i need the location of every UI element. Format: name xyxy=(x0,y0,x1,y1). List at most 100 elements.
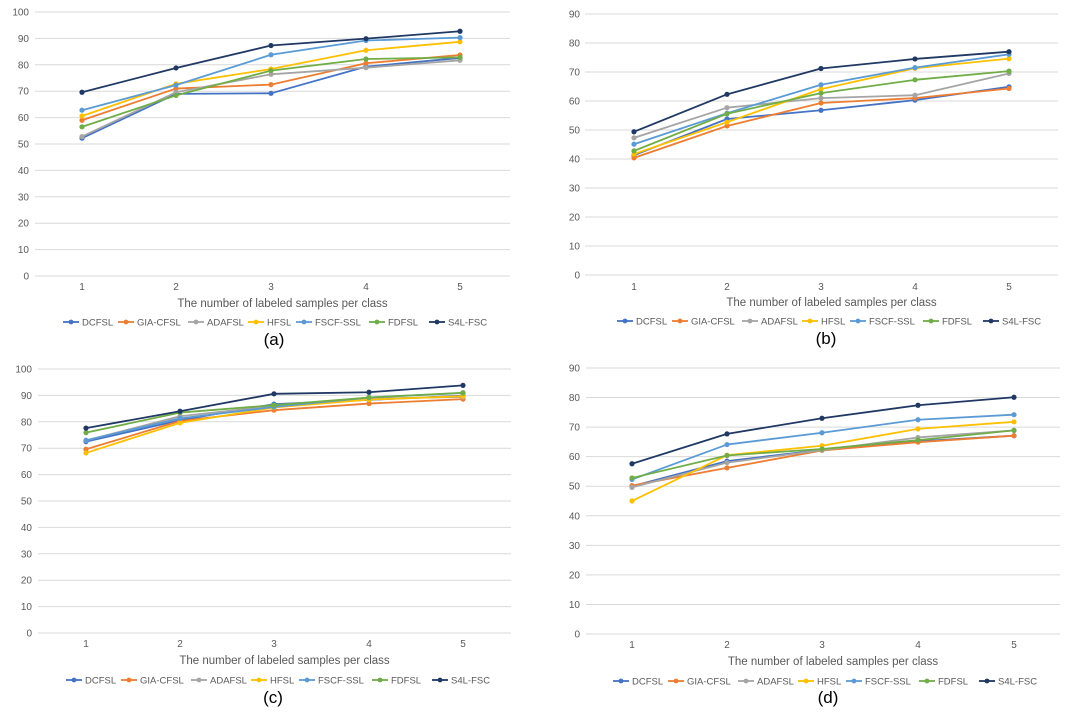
data-point-fdfsl xyxy=(457,54,463,61)
legend-item-adafsl[interactable]: ADAFSL xyxy=(191,676,247,687)
y-tick-label: 60 xyxy=(569,452,581,463)
data-point-hfsl xyxy=(1011,419,1017,425)
series-line-dcfsl xyxy=(631,434,1015,488)
x-tick-label: 5 xyxy=(1006,282,1012,293)
chart-caption: (c) xyxy=(263,688,283,707)
legend-item-adafsl[interactable]: ADAFSL xyxy=(188,318,244,329)
x-tick-label: 4 xyxy=(915,640,921,651)
data-point-fdfsl xyxy=(460,390,466,396)
legend-label: DCFSL xyxy=(632,677,663,688)
legend-swatch-marker xyxy=(256,677,262,683)
legend-item-fdfsl[interactable]: FDFSL xyxy=(372,676,421,687)
legend-item-s4l-fsc[interactable]: S4L-FSC xyxy=(429,318,487,329)
data-point-fdfsl xyxy=(271,402,277,408)
y-tick-label: 10 xyxy=(21,602,33,613)
data-point-fscf-ssl xyxy=(819,430,825,436)
legend-item-dcfsl[interactable]: DCFSL xyxy=(617,317,667,328)
legend-item-dcfsl[interactable]: DCFSL xyxy=(66,676,116,687)
y-tick-label: 80 xyxy=(18,60,30,71)
x-tick-label: 2 xyxy=(173,282,179,293)
legend-swatch-marker xyxy=(374,319,380,325)
x-tick-label: 1 xyxy=(631,282,637,293)
legend-swatch-marker xyxy=(851,678,857,684)
data-point-fscf-ssl xyxy=(631,141,637,147)
legend-item-adafsl[interactable]: ADAFSL xyxy=(738,677,794,688)
data-point-fdfsl xyxy=(1011,427,1017,433)
x-tick-label: 4 xyxy=(363,282,369,293)
chart-panel-3: 0 10 20 30 40 50 60 70 80 90 100 1 2 3 4 5 The number of… xyxy=(15,365,511,707)
legend-item-hfsl[interactable]: HFSL xyxy=(248,318,291,329)
legend-item-dcfsl[interactable]: DCFSL xyxy=(613,677,663,688)
legend-item-fscf-ssl[interactable]: FSCF-SSL xyxy=(299,676,364,687)
y-tick-label: 80 xyxy=(21,417,33,428)
legend-item-s4l-fsc[interactable]: S4L-FSC xyxy=(432,676,490,687)
legend-item-fscf-ssl[interactable]: FSCF-SSL xyxy=(850,317,915,328)
data-point-adafsl xyxy=(268,71,274,77)
chart-panel-2: 0 10 20 30 40 50 60 70 80 90 1 2 3 4 5 The number of la… xyxy=(569,10,1058,348)
data-point-dcfsl xyxy=(818,107,824,113)
data-point-gia-cfsl xyxy=(818,100,824,106)
data-point-fscf-ssl xyxy=(177,415,183,421)
data-point-s4l-fsc xyxy=(912,56,918,62)
data-point-s4l-fsc xyxy=(915,402,921,408)
x-tick-label: 5 xyxy=(460,639,466,650)
legend-item-hfsl[interactable]: HFSL xyxy=(802,317,845,328)
data-point-gia-cfsl xyxy=(724,123,730,129)
legend-swatch-marker xyxy=(743,678,749,684)
legend-item-s4l-fsc[interactable]: S4L-FSC xyxy=(979,677,1037,688)
data-point-fscf-ssl xyxy=(457,35,463,41)
data-point-gia-cfsl xyxy=(366,400,372,407)
x-tick-label: 4 xyxy=(912,282,918,293)
legend-swatch-marker xyxy=(434,319,440,325)
y-tick-label: 20 xyxy=(21,576,33,587)
y-tick-label: 90 xyxy=(18,34,30,45)
y-tick-label: 40 xyxy=(569,511,581,522)
y-tick-label: 30 xyxy=(18,192,30,203)
chart-panel-1: 0 10 20 30 40 50 60 70 80 90 100 1 2 3 4 5 The number of… xyxy=(12,8,510,349)
legend-label: HFSL xyxy=(821,317,845,328)
legend-item-adafsl[interactable]: ADAFSL xyxy=(742,317,798,328)
legend-label: GIA-CFSL xyxy=(140,676,184,687)
legend-label: S4L-FSC xyxy=(451,676,490,687)
legend-swatch-marker xyxy=(622,318,628,324)
data-point-s4l-fsc xyxy=(83,425,89,431)
legend-item-fdfsl[interactable]: FDFSL xyxy=(369,318,418,329)
y-tick-label: 10 xyxy=(569,242,581,253)
legend-item-gia-cfsl[interactable]: GIA-CFSL xyxy=(121,676,184,687)
legend-label: FSCF-SSL xyxy=(869,317,915,328)
legend-item-s4l-fsc[interactable]: S4L-FSC xyxy=(983,317,1041,328)
y-tick-label: 70 xyxy=(569,68,581,79)
legend-swatch-marker xyxy=(677,318,683,324)
data-point-fscf-ssl xyxy=(1011,412,1017,418)
x-tick-label: 5 xyxy=(457,282,463,293)
x-tick-label: 1 xyxy=(629,640,635,651)
legend-label: FDFSL xyxy=(938,677,968,688)
legend-item-fdfsl[interactable]: FDFSL xyxy=(919,677,968,688)
y-tick-label: 90 xyxy=(569,10,581,21)
legend-label: DCFSL xyxy=(636,317,667,328)
y-tick-label: 0 xyxy=(26,629,32,640)
legend-label: FDFSL xyxy=(942,317,972,328)
legend-swatch-marker xyxy=(68,319,74,325)
y-tick-label: 70 xyxy=(21,444,33,455)
legend-label: FDFSL xyxy=(388,318,418,329)
x-tick-label: 4 xyxy=(366,639,372,650)
x-axis-label: The number of labeled samples per class xyxy=(726,297,937,309)
legend-item-gia-cfsl[interactable]: GIA-CFSL xyxy=(118,318,181,329)
legend-item-gia-cfsl[interactable]: GIA-CFSL xyxy=(668,677,731,688)
legend-swatch-marker xyxy=(377,677,383,683)
data-point-hfsl xyxy=(915,426,921,432)
legend-swatch-marker xyxy=(618,678,624,684)
legend-item-hfsl[interactable]: HFSL xyxy=(251,676,294,687)
legend-item-fscf-ssl[interactable]: FSCF-SSL xyxy=(296,318,361,329)
data-point-s4l-fsc xyxy=(818,65,824,72)
legend-label: FSCF-SSL xyxy=(318,676,364,687)
legend-item-dcfsl[interactable]: DCFSL xyxy=(63,318,113,329)
legend-swatch-marker xyxy=(988,318,994,324)
legend-item-fdfsl[interactable]: FDFSL xyxy=(923,317,972,328)
legend-item-gia-cfsl[interactable]: GIA-CFSL xyxy=(672,317,735,328)
data-point-s4l-fsc xyxy=(1011,394,1017,400)
data-point-hfsl xyxy=(177,420,183,426)
legend-item-hfsl[interactable]: HFSL xyxy=(798,677,841,688)
legend-item-fscf-ssl[interactable]: FSCF-SSL xyxy=(846,677,911,688)
